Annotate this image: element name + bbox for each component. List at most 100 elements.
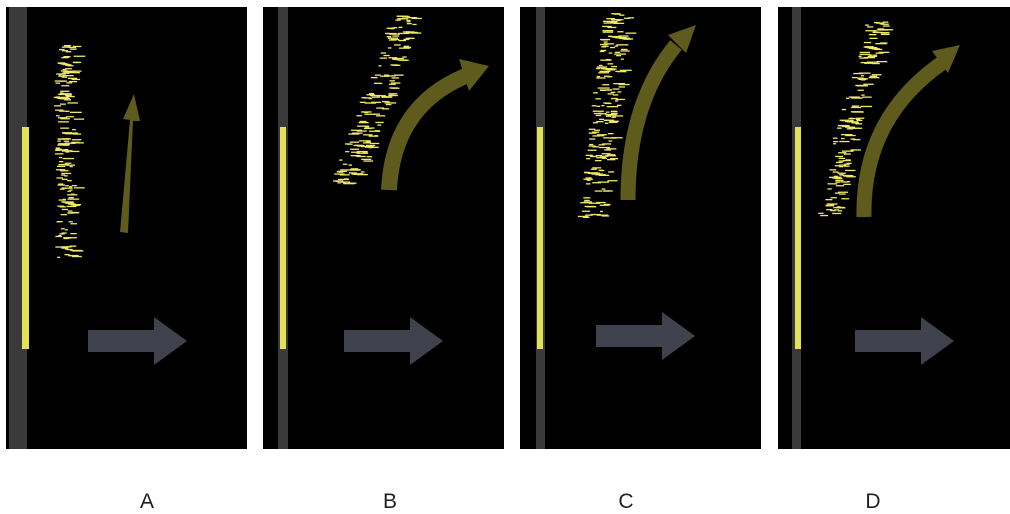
speckle-mark — [64, 175, 68, 176]
speckle-mark — [601, 50, 607, 51]
speckle-mark — [365, 102, 376, 103]
speckle-mark — [864, 42, 871, 43]
speckle-mark — [601, 39, 608, 40]
speckle-mark — [617, 91, 621, 92]
speckle-mark — [69, 81, 77, 82]
speckle-mark — [608, 93, 614, 94]
speckle-mark — [370, 143, 380, 144]
speckle-mark — [365, 147, 369, 148]
speckle-mark — [607, 154, 615, 155]
speckle-mark — [860, 106, 872, 107]
speckle-mark — [375, 75, 381, 76]
speckle-mark — [586, 177, 592, 178]
speckle-mark — [72, 250, 77, 251]
speckle-mark — [74, 119, 84, 120]
speckle-mark — [68, 191, 71, 192]
speckle-mark — [833, 141, 838, 142]
speckle-mark — [65, 229, 68, 230]
speckle-mark — [600, 71, 611, 72]
speckle-mark — [381, 52, 386, 53]
speckle-mark — [56, 96, 60, 97]
speckle-mark — [841, 120, 844, 121]
speckle-mark — [69, 186, 72, 187]
speckle-mark — [831, 197, 837, 198]
speckle-mark — [389, 28, 394, 29]
speckle-mark — [74, 187, 85, 188]
speckle-mark — [583, 179, 593, 180]
speckle-mark — [59, 98, 70, 99]
speckle-mark — [388, 57, 397, 58]
panel-a-speckles — [54, 45, 85, 258]
speckle-mark — [847, 121, 859, 122]
speckle-mark — [601, 105, 604, 106]
speckle-mark — [340, 174, 350, 175]
speckle-mark — [870, 76, 878, 77]
speckle-mark — [610, 47, 615, 48]
speckle-mark — [69, 221, 73, 222]
speckle-mark — [604, 41, 608, 42]
speckle-mark — [844, 153, 851, 154]
speckle-mark — [593, 92, 598, 93]
speckle-mark — [392, 77, 400, 78]
panel-c-right-arrow — [596, 312, 695, 360]
speckle-mark — [592, 167, 601, 168]
speckle-mark — [589, 173, 600, 174]
speckle-mark — [611, 111, 617, 112]
speckle-mark — [351, 152, 360, 153]
speckle-mark — [595, 190, 603, 191]
speckle-mark — [843, 166, 849, 167]
speckle-mark — [594, 113, 603, 114]
speckle-mark — [590, 156, 597, 157]
speckle-mark — [835, 180, 843, 181]
speckle-mark — [369, 136, 379, 137]
speckle-mark — [608, 171, 614, 172]
speckle-mark — [827, 203, 838, 204]
panel-d-graphic — [778, 7, 1010, 449]
speckle-mark — [69, 197, 74, 198]
speckle-mark — [852, 111, 864, 112]
speckle-mark — [601, 46, 606, 47]
speckle-mark — [820, 215, 828, 216]
speckle-mark — [369, 131, 380, 132]
caption-b: B — [370, 490, 410, 514]
speckle-mark — [863, 84, 873, 85]
panel-c — [520, 7, 761, 449]
speckle-mark — [852, 77, 858, 78]
speckle-mark — [603, 32, 614, 33]
speckle-mark — [858, 78, 864, 79]
speckle-mark — [855, 123, 862, 124]
panel-b — [263, 7, 504, 449]
speckle-mark — [860, 52, 870, 53]
speckle-mark — [846, 159, 851, 160]
speckle-mark — [617, 20, 621, 21]
speckle-mark — [361, 171, 365, 172]
speckle-mark — [339, 159, 342, 160]
speckle-mark — [375, 122, 383, 123]
speckle-mark — [71, 143, 75, 144]
speckle-mark — [610, 22, 617, 23]
speckle-mark — [72, 129, 76, 130]
speckle-mark — [594, 130, 600, 131]
speckle-mark — [602, 188, 606, 189]
speckle-mark — [348, 133, 359, 134]
speckle-mark — [838, 210, 842, 211]
speckle-mark — [66, 203, 74, 204]
speckle-mark — [830, 210, 835, 211]
speckle-mark — [377, 124, 381, 125]
speckle-mark — [859, 56, 862, 57]
speckle-mark — [394, 75, 404, 76]
speckle-mark — [602, 215, 610, 216]
speckle-mark — [66, 82, 72, 83]
panel-a-graphic — [6, 7, 247, 449]
speckle-mark — [410, 32, 421, 33]
speckle-mark — [62, 209, 68, 210]
speckle-mark — [65, 185, 69, 186]
speckle-mark — [873, 32, 880, 33]
speckle-mark — [357, 126, 369, 127]
panel-d-curved-arrow-shaft — [864, 63, 942, 217]
speckle-mark — [883, 22, 889, 23]
speckle-mark — [412, 18, 422, 19]
speckle-mark — [599, 144, 605, 145]
speckle-mark — [61, 173, 71, 174]
speckle-mark — [395, 20, 400, 21]
